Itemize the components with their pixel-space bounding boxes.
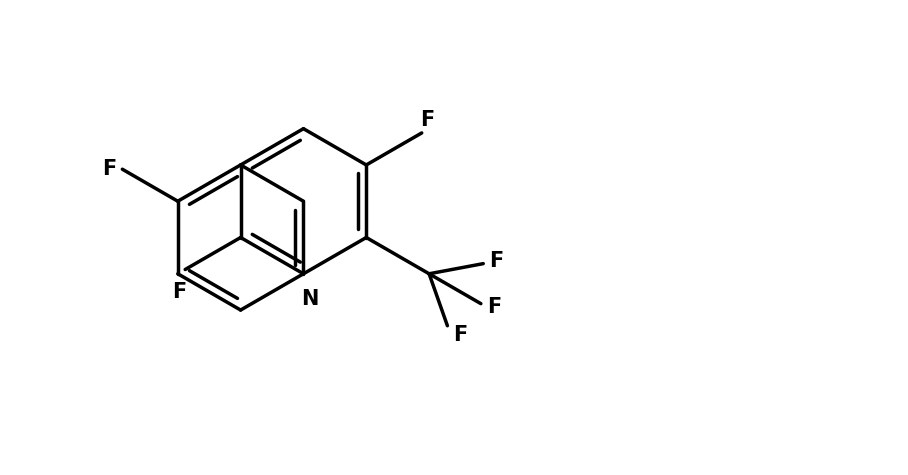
- Text: F: F: [489, 251, 503, 271]
- Text: F: F: [102, 159, 116, 179]
- Text: N: N: [301, 289, 318, 309]
- Text: F: F: [487, 297, 501, 317]
- Text: F: F: [420, 110, 435, 130]
- Text: F: F: [173, 282, 186, 302]
- Text: F: F: [453, 325, 468, 345]
